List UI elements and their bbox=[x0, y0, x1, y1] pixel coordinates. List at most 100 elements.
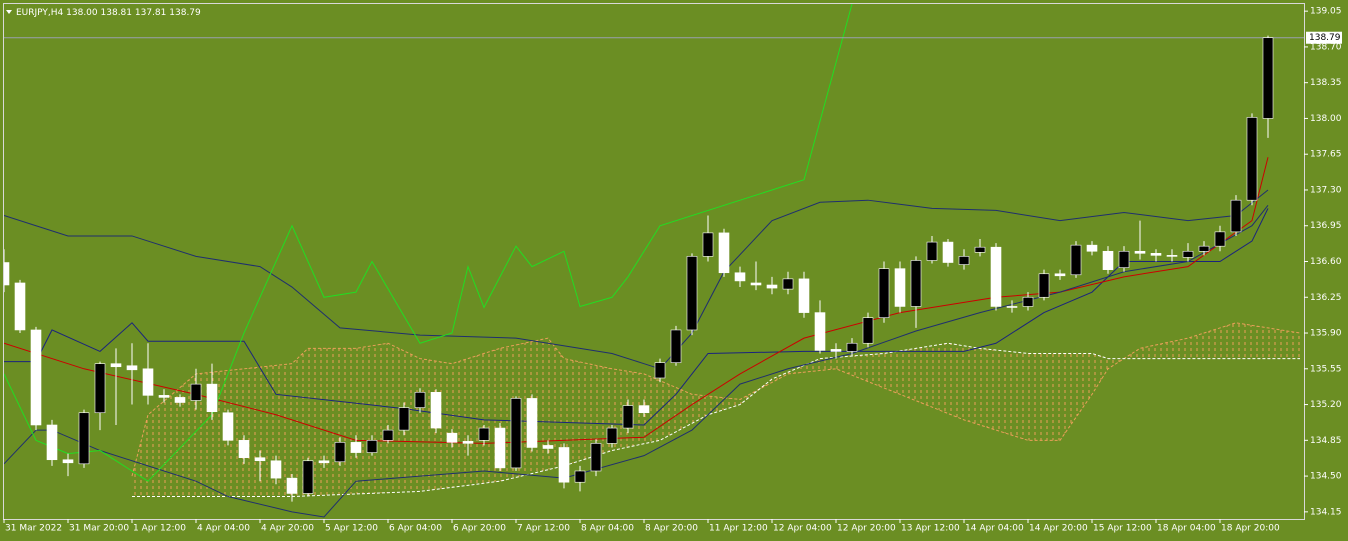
candle-body bbox=[446, 432, 458, 443]
candle-body bbox=[94, 363, 106, 414]
x-tick-label: 5 Apr 12:00 bbox=[325, 524, 378, 534]
x-tick-label: 8 Apr 04:00 bbox=[581, 524, 634, 534]
x-tick-label: 7 Apr 12:00 bbox=[517, 524, 570, 534]
candle-body bbox=[286, 477, 298, 494]
x-tick-label: 8 Apr 20:00 bbox=[645, 524, 698, 534]
y-tick-label: 135.55 bbox=[1310, 364, 1342, 374]
y-tick-label: 137.30 bbox=[1310, 185, 1342, 195]
candle-body bbox=[814, 312, 826, 351]
candle-body bbox=[238, 440, 250, 458]
symbol: EURJPY,H4 bbox=[16, 8, 64, 18]
candle-body bbox=[878, 268, 890, 319]
candle-body bbox=[1022, 296, 1034, 307]
candle-body bbox=[254, 457, 266, 462]
candle-body bbox=[1182, 250, 1194, 258]
candle-body bbox=[510, 398, 522, 469]
candle-body bbox=[686, 256, 698, 331]
candle-body bbox=[478, 427, 490, 441]
candle-body bbox=[4, 262, 10, 286]
candle-body bbox=[1086, 244, 1098, 252]
candle-body bbox=[494, 427, 506, 469]
candle-body bbox=[1262, 37, 1274, 119]
candle-body bbox=[30, 329, 42, 426]
candle-body bbox=[1006, 306, 1018, 308]
candle-body bbox=[350, 442, 362, 453]
x-tick-label: 14 Apr 04:00 bbox=[965, 524, 1024, 534]
candle-body bbox=[398, 407, 410, 431]
candle-body bbox=[1038, 273, 1050, 298]
candle-body bbox=[174, 397, 186, 403]
indicator-line bbox=[4, 157, 1269, 444]
candle-body bbox=[942, 241, 954, 263]
candle-body bbox=[910, 260, 922, 307]
y-tick-label: 138.35 bbox=[1310, 78, 1342, 88]
ohlc-open: 138.00 bbox=[66, 8, 98, 18]
x-tick-label: 4 Apr 20:00 bbox=[261, 524, 314, 534]
cloud-fill bbox=[132, 322, 1300, 497]
candle-body bbox=[318, 460, 330, 464]
candle-body bbox=[718, 232, 730, 274]
x-tick-label: 13 Apr 12:00 bbox=[901, 524, 960, 534]
candle-body bbox=[1166, 255, 1178, 257]
candle-body bbox=[222, 412, 234, 441]
y-tick-label: 136.60 bbox=[1310, 257, 1342, 267]
candle-body bbox=[302, 460, 314, 494]
candle-body bbox=[654, 362, 666, 379]
y-tick-label: 139.05 bbox=[1310, 7, 1342, 17]
y-tick-label: 138.70 bbox=[1310, 42, 1342, 52]
candle-body bbox=[846, 342, 858, 352]
candle-body bbox=[606, 427, 618, 444]
candle-body bbox=[366, 440, 378, 453]
x-tick-label: 15 Apr 12:00 bbox=[1093, 524, 1152, 534]
candle-body bbox=[590, 443, 602, 472]
candle-body bbox=[14, 282, 26, 331]
candle-body bbox=[142, 368, 154, 396]
y-tick-label: 137.65 bbox=[1310, 150, 1342, 160]
x-tick-label: 11 Apr 12:00 bbox=[709, 524, 768, 534]
candle-body bbox=[1118, 250, 1130, 268]
candle-body bbox=[1150, 253, 1162, 256]
candle-body bbox=[862, 317, 874, 344]
candle-body bbox=[574, 470, 586, 483]
candle-body bbox=[1246, 117, 1258, 201]
y-tick-label: 138.00 bbox=[1310, 114, 1342, 124]
header: EURJPY,H4 138.00 138.81 137.81 138.79 bbox=[16, 8, 201, 18]
x-tick-label: 12 Apr 04:00 bbox=[773, 524, 832, 534]
candle-body bbox=[78, 412, 90, 465]
candle-body bbox=[1070, 244, 1082, 276]
candle-body bbox=[1134, 250, 1146, 254]
x-tick-label: 18 Apr 20:00 bbox=[1221, 524, 1280, 534]
candle-body bbox=[382, 429, 394, 441]
cloud-span bbox=[132, 342, 1300, 498]
candle-body bbox=[750, 282, 762, 286]
candle-body bbox=[830, 349, 842, 352]
candle-body bbox=[990, 246, 1002, 307]
y-tick-label: 134.85 bbox=[1310, 436, 1342, 446]
candle-body bbox=[1198, 245, 1210, 252]
plot-area bbox=[4, 4, 1304, 518]
indicator-line bbox=[4, 4, 853, 482]
x-tick-label: 1 Apr 12:00 bbox=[133, 524, 186, 534]
candle-body bbox=[526, 398, 538, 448]
candle-body bbox=[622, 405, 634, 429]
y-tick-label: 135.20 bbox=[1310, 400, 1342, 410]
last-price-label: 138.79 bbox=[1309, 33, 1341, 43]
candle-body bbox=[766, 284, 778, 289]
x-tick-label: 12 Apr 20:00 bbox=[837, 524, 896, 534]
candle-body bbox=[638, 405, 650, 414]
candle-body bbox=[1054, 273, 1066, 277]
candle-body bbox=[734, 272, 746, 282]
candle-body bbox=[974, 246, 986, 253]
x-tick-label: 6 Apr 04:00 bbox=[389, 524, 442, 534]
x-tick-label: 6 Apr 20:00 bbox=[453, 524, 506, 534]
candle-body bbox=[558, 447, 570, 483]
menu-arrow[interactable] bbox=[6, 10, 12, 14]
candle-body bbox=[894, 268, 906, 307]
cloud-span bbox=[131, 322, 1301, 477]
x-tick-label: 31 Mar 2022 bbox=[5, 524, 62, 534]
ohlc-close: 138.79 bbox=[169, 8, 201, 18]
candle-body bbox=[430, 391, 442, 429]
candle-body bbox=[670, 329, 682, 363]
